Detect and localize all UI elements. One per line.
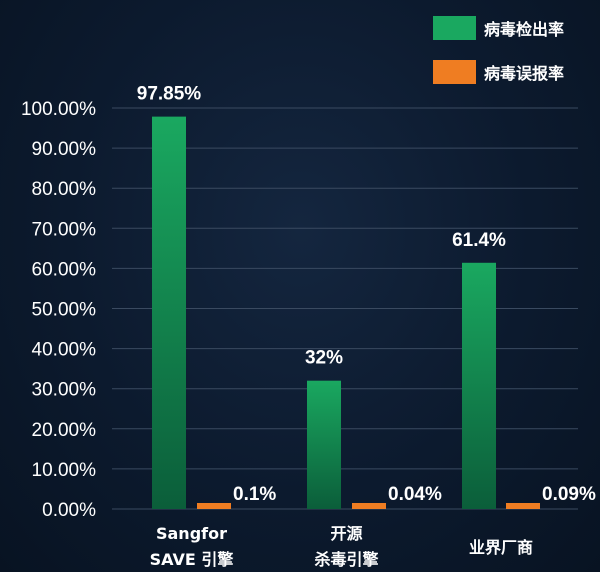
y-tick-label: 60.00% — [32, 259, 97, 280]
y-tick-label: 0.00% — [42, 500, 96, 521]
x-category-label: Sangfor — [156, 524, 227, 543]
bar-detection-rate — [462, 262, 496, 509]
gridlines — [112, 107, 578, 510]
x-category-label: 开源 — [330, 524, 362, 543]
data-labels: 97.85% 0.1% 32% 0.04% 61.4% 0.09% — [137, 84, 596, 505]
y-tick-label: 70.00% — [32, 219, 97, 240]
y-tick-label: 40.00% — [32, 340, 97, 361]
y-tick-label: 90.00% — [32, 139, 97, 160]
bar-false-positive-rate — [352, 503, 386, 509]
y-tick-label: 80.00% — [32, 179, 97, 200]
bar-false-positive-rate — [506, 503, 540, 509]
bar-detection-rate — [307, 380, 341, 509]
legend-label: 病毒检出率 — [484, 20, 564, 39]
bars — [152, 116, 540, 510]
y-tick-label: 50.00% — [32, 300, 97, 321]
y-tick-label: 10.00% — [32, 460, 97, 481]
data-label-false-positive-rate: 0.1% — [233, 484, 276, 505]
y-tick-label: 20.00% — [32, 420, 97, 441]
data-label-detection-rate: 97.85% — [137, 84, 202, 105]
data-label-detection-rate: 61.4% — [452, 230, 506, 251]
y-tick-label: 100.00% — [21, 99, 96, 120]
x-category-label: SAVE 引擎 — [150, 550, 235, 569]
data-label-detection-rate: 32% — [305, 348, 343, 369]
y-tick-label: 30.00% — [32, 380, 97, 401]
x-category-label: 业界厂商 — [469, 538, 533, 557]
x-category-label: 杀毒引擎 — [314, 550, 379, 569]
data-label-false-positive-rate: 0.09% — [542, 484, 596, 505]
legend-label: 病毒误报率 — [484, 64, 564, 83]
legend-swatch — [433, 60, 476, 84]
bar-detection-rate — [152, 116, 186, 510]
data-label-false-positive-rate: 0.04% — [388, 484, 442, 505]
bar-false-positive-rate — [197, 503, 231, 509]
y-axis-ticks: 0.00% 10.00% 20.00% 30.00% 40.00% 50.00% 60.00… — [21, 99, 96, 521]
legend-swatch — [433, 16, 476, 40]
